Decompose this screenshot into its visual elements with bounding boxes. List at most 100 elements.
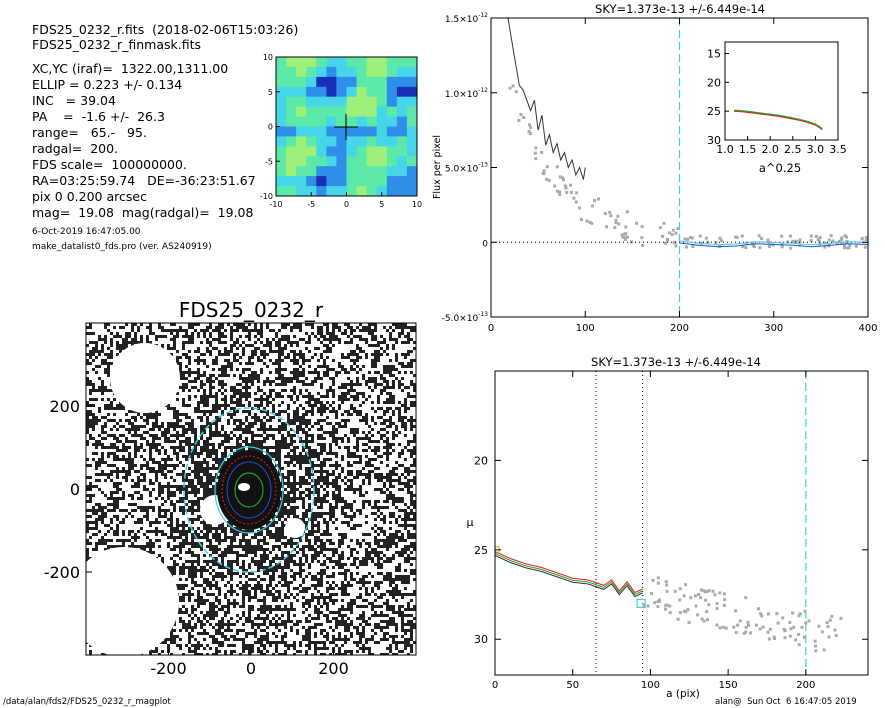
map-cell xyxy=(316,136,327,147)
flux-point xyxy=(542,169,546,173)
mu-point xyxy=(673,589,677,593)
mu-point xyxy=(684,610,688,614)
flux-point xyxy=(590,221,594,225)
mu-point xyxy=(794,638,798,642)
map-cell xyxy=(406,146,417,157)
map-cell xyxy=(296,86,307,98)
flux-point xyxy=(575,191,579,195)
map-cell xyxy=(296,76,307,88)
map-cell xyxy=(346,156,358,167)
flux-point xyxy=(561,176,564,180)
mu-point xyxy=(800,625,804,629)
param-ellip: ELLIP = 0.223 +/- 0.134 xyxy=(32,77,183,92)
map-cell xyxy=(406,116,417,128)
map-cell xyxy=(376,76,388,88)
map-cell xyxy=(386,96,398,108)
map-cell xyxy=(306,186,317,196)
inset-x-tick-label: 2.0 xyxy=(761,143,779,156)
map-cell xyxy=(386,166,398,177)
map-y-tick-label: 10 xyxy=(263,53,273,62)
flux-point xyxy=(553,184,557,188)
flux-point xyxy=(827,238,831,242)
map-cell xyxy=(406,126,417,137)
flux-point xyxy=(540,151,544,154)
mu-point xyxy=(687,621,691,624)
mu-point xyxy=(781,616,785,620)
map-cell xyxy=(376,126,388,137)
ellipse-outer xyxy=(214,446,284,534)
map-cell xyxy=(356,136,368,147)
inset-curve-red xyxy=(733,110,823,131)
map-cell xyxy=(316,116,327,128)
map-cell xyxy=(406,156,417,167)
map-cell xyxy=(276,76,287,88)
mu-point xyxy=(665,603,669,607)
mu-plot-content xyxy=(495,371,843,675)
ellipse-radgal xyxy=(183,407,315,573)
map-cell xyxy=(346,186,358,196)
mu-point xyxy=(767,637,771,641)
map-cell xyxy=(306,126,317,137)
param-mag: mag= 19.08 mag(radgal)= 19.08 xyxy=(32,205,254,220)
flux-point xyxy=(840,241,844,245)
map-cell xyxy=(296,136,307,147)
mu-point xyxy=(656,576,660,580)
map-cell xyxy=(326,176,338,187)
map-cell xyxy=(396,96,408,108)
flux-point xyxy=(625,210,629,214)
mu-point xyxy=(705,590,709,593)
mu-plot-frame xyxy=(494,370,869,676)
mu-point xyxy=(702,619,706,623)
mu-point xyxy=(668,611,672,615)
mu-plot-title: SKY=1.373e-13 +/-6.449e-14 xyxy=(591,355,761,369)
mu-point xyxy=(798,612,802,616)
flux-point xyxy=(863,245,867,249)
image-x-tick-label: 0 xyxy=(246,659,256,678)
mu-point xyxy=(744,630,748,634)
map-cell xyxy=(316,106,327,118)
inset-frame xyxy=(724,41,839,141)
flux-point xyxy=(640,225,644,229)
flux-point xyxy=(613,226,617,230)
map-cell xyxy=(356,86,368,98)
map-cell xyxy=(366,146,378,157)
mu-point xyxy=(696,613,700,617)
map-cell xyxy=(336,186,348,196)
image-axes: -200 0 200 200 0 -200 xyxy=(44,397,349,678)
mu-point xyxy=(744,596,748,600)
mu-point xyxy=(788,621,792,624)
map-cell xyxy=(316,176,327,187)
map-cell xyxy=(366,176,378,187)
map-cell xyxy=(306,146,317,157)
map-cell xyxy=(396,76,408,88)
map-cell xyxy=(346,136,358,147)
map-cell xyxy=(346,96,358,108)
flux-point xyxy=(838,239,841,243)
contour-map-axes: -10 -5 0 5 10 10 5 0 -5 -10 xyxy=(260,53,422,209)
map-cell xyxy=(316,76,327,88)
flux-y-tick-label: -5.0×10-13 xyxy=(442,311,489,324)
mu-point xyxy=(705,618,709,622)
map-cell xyxy=(296,176,307,187)
param-radgal: radgal= 200. xyxy=(32,141,119,156)
flux-y-tick-label: 0 xyxy=(482,239,488,249)
mu-point xyxy=(689,596,693,600)
param-fds-scale: FDS scale= 100000000. xyxy=(32,157,187,172)
map-cell xyxy=(386,106,398,118)
map-cell xyxy=(286,166,297,177)
image-x-tick-label: 200 xyxy=(318,659,349,678)
map-cell xyxy=(376,57,388,68)
flux-point xyxy=(616,214,620,218)
map-x-tick-label: 0 xyxy=(344,200,349,209)
flux-point xyxy=(688,236,692,240)
mu-point xyxy=(699,596,703,600)
mu-point xyxy=(682,594,686,598)
date-line: 6-Oct-2019 16:47:05.00 xyxy=(32,227,141,237)
flux-point xyxy=(674,244,678,248)
flux-point xyxy=(809,234,813,238)
map-cell xyxy=(396,186,408,196)
flux-point xyxy=(789,234,792,238)
flux-x-tick-label: 0 xyxy=(488,323,494,334)
flux-y-tick-label: 5.0×10-13 xyxy=(445,162,488,175)
flux-plot-content xyxy=(491,18,868,317)
